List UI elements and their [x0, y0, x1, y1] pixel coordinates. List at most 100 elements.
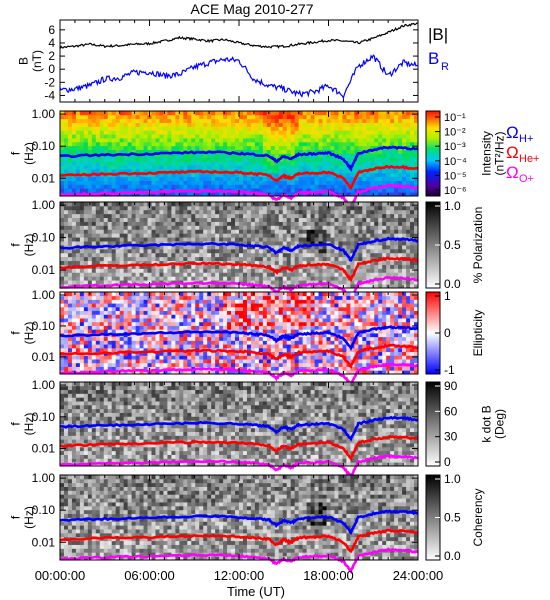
spectrogram-cell: [414, 138, 419, 143]
spectrogram-cell: [290, 188, 296, 193]
spectrogram-cell: [211, 180, 216, 185]
spectrogram-cell: [211, 221, 216, 226]
spectrogram-cell: [286, 209, 292, 215]
spectrogram-cell: [358, 153, 363, 158]
spectrogram-cell: [346, 202, 351, 207]
spectrogram-cell: [302, 176, 308, 181]
spectrogram-cell: [207, 295, 212, 300]
spectrogram-cell: [231, 245, 236, 250]
spectrogram-cell: [139, 299, 144, 304]
spectrogram-cell: [215, 184, 220, 189]
spectrogram-cell: [227, 370, 232, 375]
spectrogram-cell: [215, 114, 220, 120]
spectrogram-cell: [366, 221, 371, 226]
legend-b-radial-subscript: R: [441, 61, 449, 73]
spectrogram-cell: [191, 325, 196, 330]
spectrogram-cell: [207, 321, 212, 326]
spectrogram-cell: [147, 321, 152, 326]
spectrogram-cell: [262, 276, 268, 281]
spectrogram-cell: [127, 299, 132, 304]
spectrogram-cell: [306, 252, 311, 258]
spectrogram-cell: [115, 165, 121, 170]
spectrogram-cell: [99, 295, 105, 300]
spectrogram-cell: [223, 272, 228, 277]
spectrogram-cell: [231, 213, 236, 219]
spectrogram-cell: [314, 122, 319, 127]
spectrogram-cell: [99, 122, 105, 127]
spectrogram-cell: [374, 229, 379, 234]
spectrogram-cell: [235, 272, 240, 277]
spectrogram-cell: [346, 157, 351, 162]
spectrogram-cell: [115, 272, 121, 277]
spectrogram-cell: [131, 268, 136, 273]
spectrogram-cell: [179, 209, 184, 215]
spectrogram-cell: [362, 118, 367, 123]
spectrogram-cell: [274, 284, 280, 289]
spectrogram-cell: [95, 306, 101, 312]
spectrogram-cell: [298, 280, 304, 285]
spectrogram-cell: [191, 180, 196, 185]
spectrogram-cell: [402, 268, 407, 273]
spectrogram-cell: [139, 248, 144, 254]
spectrogram-cell: [87, 241, 93, 246]
spectrogram-cell: [330, 141, 335, 147]
spectrogram-cell: [63, 355, 69, 360]
spectrogram-cell: [163, 260, 168, 265]
spectrogram-cell: [175, 205, 180, 211]
spectrogram-cell: [99, 264, 105, 269]
spectrogram-cell: [302, 138, 308, 143]
spectrogram-cell: [338, 149, 343, 154]
spectrogram-cell: [215, 176, 220, 181]
spectrogram-cell: [294, 260, 300, 265]
spectrogram-cell: [71, 355, 77, 360]
spectrogram-cell: [60, 248, 65, 254]
spectrogram-cell: [143, 321, 148, 326]
spectrogram-cell: [191, 292, 196, 297]
spectrogram-cell: [111, 329, 117, 334]
spectrogram-cell: [187, 202, 192, 207]
spectrogram-cell: [362, 256, 367, 262]
spectrogram-cell: [215, 205, 220, 211]
spectrogram-cell: [354, 138, 359, 143]
spectrogram-cell: [270, 284, 276, 289]
spectrogram-cell: [366, 118, 371, 123]
spectrogram-cell: [67, 268, 73, 273]
spectrogram-cell: [195, 180, 200, 185]
spectrogram-cell: [370, 284, 375, 289]
spectrogram-cell: [155, 333, 160, 338]
spectrogram-cell: [250, 209, 256, 215]
spectrogram-cell: [342, 202, 347, 207]
spectrogram-cell: [75, 130, 81, 135]
spectrogram-cell: [99, 340, 105, 345]
spectrogram-cell: [330, 165, 335, 170]
spectrogram-cell: [75, 126, 81, 131]
spectrogram-cell: [203, 126, 208, 131]
spectrogram-cell: [390, 172, 395, 178]
spectrogram-cell: [83, 213, 89, 219]
spectrogram-cell: [298, 252, 304, 258]
spectrogram-cell: [342, 276, 347, 281]
spectrogram-cell: [87, 126, 93, 131]
spectrogram-cell: [199, 141, 204, 147]
spectrogram-cell: [187, 276, 192, 281]
spectrogram-cell: [87, 359, 93, 364]
spectrogram-cell: [346, 168, 351, 174]
spectrogram-cell: [306, 165, 311, 170]
spectrogram-cell: [67, 114, 73, 120]
spectrogram-cell: [175, 202, 180, 207]
spectrogram-cell: [103, 141, 109, 147]
spectrogram-cell: [262, 248, 268, 254]
spectrogram-cell: [103, 149, 109, 154]
spectrogram-cell: [286, 145, 292, 151]
spectrogram-cell: [254, 276, 260, 281]
spectrogram-cell: [91, 165, 97, 170]
spectrogram-cell: [191, 165, 196, 170]
spectrogram-cell: [139, 122, 144, 127]
spectrogram-cell: [119, 130, 125, 135]
spectrogram-cell: [79, 295, 85, 300]
colorbar-tick-label: 10⁻⁴: [444, 156, 467, 168]
spectrogram-cell: [183, 237, 188, 242]
spectrogram-cell: [231, 355, 236, 360]
spectrogram-cell: [406, 168, 411, 174]
spectrogram-cell: [91, 149, 97, 154]
